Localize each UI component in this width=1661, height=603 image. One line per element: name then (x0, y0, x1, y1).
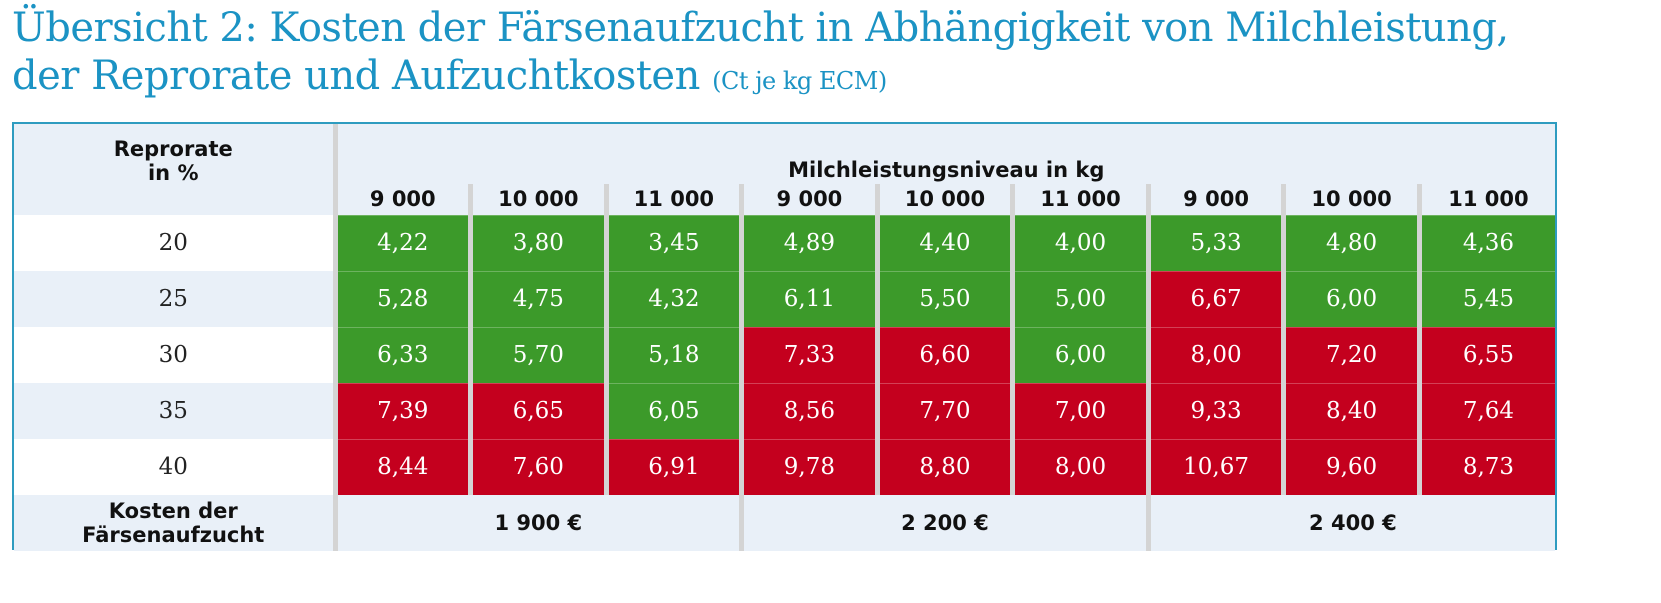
cost-cell: 5,50 (874, 270, 1013, 327)
column-header: 9 000 (739, 184, 878, 215)
cost-cell: 4,32 (603, 270, 742, 327)
cost-table: Reprorate in % Milchleistungsniveau in k… (12, 122, 1557, 551)
table-row: 35 7,39 6,65 6,05 8,56 7,70 7,00 9,33 8,40 7,64 (14, 382, 1555, 439)
cost-cell: 4,80 (1281, 214, 1420, 271)
cost-cell: 8,40 (1281, 382, 1420, 439)
cost-cell: 8,44 (332, 438, 471, 495)
title-line-2-text: der Reprorate und Aufzuchtkosten (12, 53, 700, 99)
table-row: 20 4,22 3,80 3,45 4,89 4,40 4,00 5,33 4,80 4,36 (14, 214, 1555, 271)
cost-cell: 5,45 (1416, 270, 1555, 327)
cost-cell: 5,33 (1145, 214, 1284, 271)
cost-cell: 6,67 (1145, 270, 1284, 327)
cost-cell: 7,60 (468, 438, 607, 495)
cost-cell: 6,11 (739, 270, 878, 327)
cost-cell: 9,33 (1145, 382, 1284, 439)
cost-cell: 6,33 (332, 326, 471, 383)
footer-value: 2 200 € (739, 495, 1149, 551)
table-row: 30 6,33 5,70 5,18 7,33 6,60 6,00 8,00 7,20 6,55 (14, 326, 1555, 383)
cost-cell: 7,70 (874, 382, 1013, 439)
cost-cell: 6,65 (468, 382, 607, 439)
cost-cell: 4,36 (1416, 214, 1555, 271)
cost-cell: 6,00 (1281, 270, 1420, 327)
cost-cell: 7,33 (739, 326, 878, 383)
cost-cell: 3,45 (603, 214, 742, 271)
cost-cell: 5,00 (1010, 270, 1149, 327)
page-title: Übersicht 2: Kosten der Färsenaufzucht i… (12, 4, 1509, 105)
cost-cell: 4,40 (874, 214, 1013, 271)
row-header-line-1: Reprorate (113, 136, 233, 161)
cost-cell: 3,80 (468, 214, 607, 271)
column-header: 9 000 (1145, 184, 1284, 215)
cost-cell: 5,18 (603, 326, 742, 383)
row-label: 25 (14, 271, 335, 327)
cost-cell: 8,00 (1145, 326, 1284, 383)
cost-cell: 8,73 (1416, 438, 1555, 495)
table-row: 40 8,44 7,60 6,91 9,78 8,80 8,00 10,67 9,60 8,73 (14, 438, 1555, 495)
table-row: 25 5,28 4,75 4,32 6,11 5,50 5,00 6,67 6,00 5,45 (14, 270, 1555, 327)
cost-cell: 6,00 (1010, 326, 1149, 383)
title-line-1: Übersicht 2: Kosten der Färsenaufzucht i… (12, 5, 1509, 51)
cost-cell: 7,64 (1416, 382, 1555, 439)
cost-cell: 6,05 (603, 382, 742, 439)
column-header: 9 000 (332, 184, 471, 215)
cost-cell: 4,22 (332, 214, 471, 271)
column-header: 10 000 (1281, 184, 1420, 215)
cost-cell: 10,67 (1145, 438, 1284, 495)
column-header: 10 000 (874, 184, 1013, 215)
cost-cell: 9,78 (739, 438, 878, 495)
row-label: 20 (14, 215, 335, 271)
title-unit: (Ct je kg ECM) (712, 67, 887, 95)
row-label: 35 (14, 383, 335, 439)
footer-value: 1 900 € (332, 495, 742, 551)
cost-cell: 8,56 (739, 382, 878, 439)
column-header: 11 000 (603, 184, 742, 215)
column-header: 11 000 (1010, 184, 1149, 215)
cost-cell: 6,91 (603, 438, 742, 495)
cost-cell: 4,75 (468, 270, 607, 327)
cost-cell: 7,39 (332, 382, 471, 439)
row-label: 30 (14, 327, 335, 383)
title-line-2: der Reprorate und Aufzuchtkosten (Ct je … (12, 52, 1509, 105)
column-header: 10 000 (468, 184, 607, 215)
column-header: 11 000 (1416, 184, 1555, 215)
row-label: 40 (14, 439, 335, 495)
cost-cell: 6,60 (874, 326, 1013, 383)
cost-cell: 4,89 (739, 214, 878, 271)
cost-cell: 7,00 (1010, 382, 1149, 439)
cost-cell: 4,00 (1010, 214, 1149, 271)
footer-label: Kosten der Färsenaufzucht (14, 495, 335, 551)
footer-value: 2 400 € (1145, 495, 1555, 551)
cost-cell: 8,80 (874, 438, 1013, 495)
row-header: Reprorate in % (14, 124, 335, 215)
cost-cell: 5,28 (332, 270, 471, 327)
cost-cell: 8,00 (1010, 438, 1149, 495)
row-header-line-2: in % (147, 160, 199, 185)
cost-cell: 5,70 (468, 326, 607, 383)
cost-cell: 7,20 (1281, 326, 1420, 383)
column-group-header: Milchleistungsniveau in kg (332, 124, 1555, 184)
cost-cell: 6,55 (1416, 326, 1555, 383)
cost-cell: 9,60 (1281, 438, 1420, 495)
